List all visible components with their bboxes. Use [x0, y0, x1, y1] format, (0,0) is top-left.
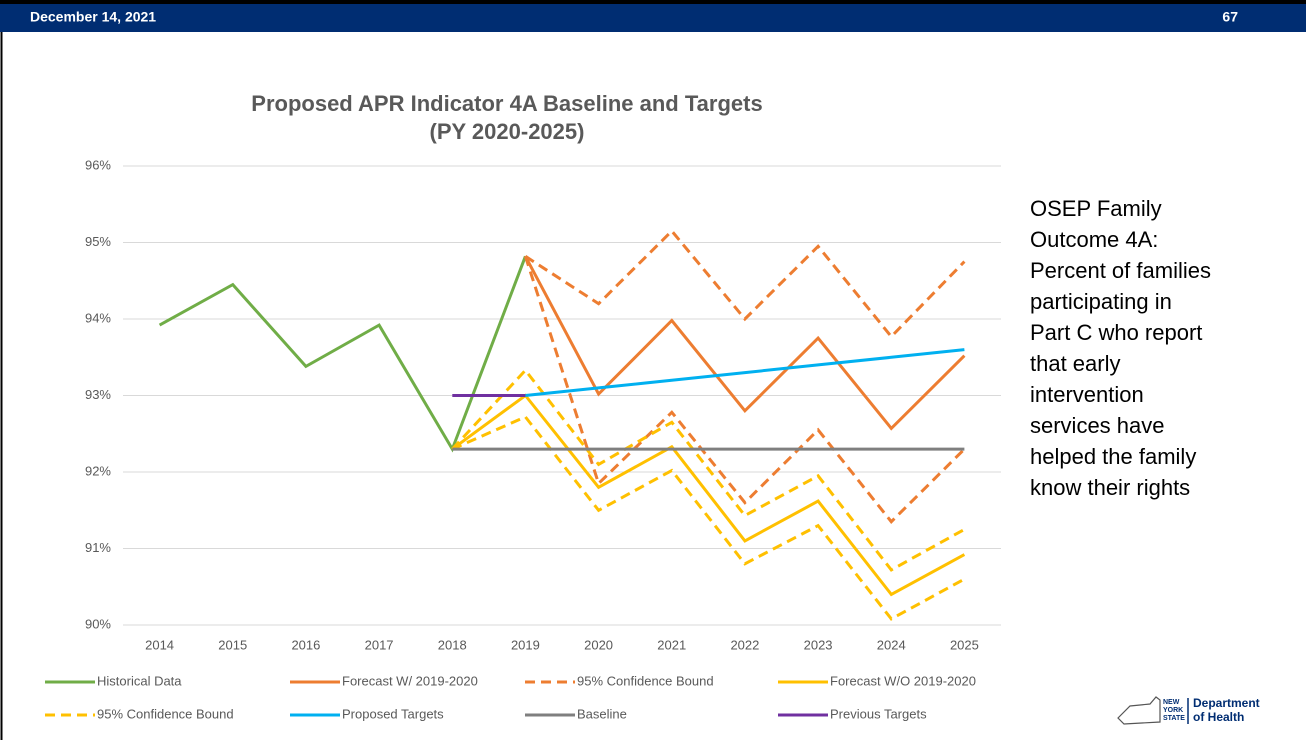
x-tick-label: 2018 — [438, 637, 467, 652]
legend-label: Forecast W/O 2019-2020 — [830, 673, 976, 688]
x-tick-label: 2025 — [950, 637, 979, 652]
top-border — [0, 0, 1306, 4]
y-tick-label: 96% — [85, 157, 111, 172]
series-line — [451, 415, 966, 621]
legend-label: Baseline — [577, 706, 627, 721]
side-text: helped the family — [1030, 444, 1196, 469]
x-tick-label: 2023 — [804, 637, 833, 652]
x-tick-label: 2022 — [730, 637, 759, 652]
side-text: that early — [1030, 351, 1121, 376]
series-line — [523, 255, 966, 524]
side-text: intervention — [1030, 382, 1144, 407]
y-tick-label: 91% — [85, 540, 111, 555]
x-tick-label: 2024 — [877, 637, 906, 652]
x-tick-label: 2021 — [657, 637, 686, 652]
y-tick-label: 94% — [85, 310, 111, 325]
legend-label: Previous Targets — [830, 706, 927, 721]
series-line — [525, 348, 965, 397]
x-tick-label: 2019 — [511, 637, 540, 652]
y-tick-label: 90% — [85, 616, 111, 631]
side-text: services have — [1030, 413, 1165, 438]
y-tick-label: 92% — [85, 463, 111, 478]
chart-title: Proposed APR Indicator 4A Baseline and T… — [251, 91, 762, 116]
header-date: December 14, 2021 — [30, 9, 156, 25]
y-tick-label: 93% — [85, 387, 111, 402]
side-text: Percent of families — [1030, 258, 1211, 283]
legend-label: 95% Confidence Bound — [97, 706, 234, 721]
legend-label: Forecast W/ 2019-2020 — [342, 673, 478, 688]
logo-state: STATE — [1163, 715, 1185, 722]
legend-label: Proposed Targets — [342, 706, 444, 721]
side-text: OSEP Family — [1030, 196, 1162, 221]
logo-department: Department — [1193, 696, 1260, 710]
side-text: know their rights — [1030, 475, 1190, 500]
legend-label: 95% Confidence Bound — [577, 673, 714, 688]
x-tick-label: 2014 — [145, 637, 174, 652]
page-number: 67 — [1222, 9, 1238, 25]
series-line — [524, 228, 966, 339]
logo-state: NEW — [1163, 699, 1180, 706]
logo-department: of Health — [1193, 710, 1244, 724]
side-text: Part C who report — [1030, 320, 1202, 345]
header-bar — [0, 4, 1306, 32]
side-text: Outcome 4A: — [1030, 227, 1158, 252]
series-line — [524, 255, 966, 431]
logo: NEW YORK STATE Department of Health — [1117, 696, 1260, 725]
x-tick-label: 2016 — [291, 637, 320, 652]
y-tick-label: 95% — [85, 234, 111, 249]
side-text: participating in — [1030, 289, 1172, 314]
logo-state: YORK — [1163, 707, 1183, 714]
x-tick-label: 2017 — [365, 637, 394, 652]
x-tick-label: 2015 — [218, 637, 247, 652]
logo-map — [1117, 696, 1161, 725]
legend-label: Historical Data — [97, 673, 182, 688]
series-line — [451, 367, 966, 572]
series-line — [158, 255, 527, 453]
x-tick-label: 2020 — [584, 637, 613, 652]
series-line — [451, 393, 966, 597]
chart-title: (PY 2020-2025) — [430, 119, 585, 144]
